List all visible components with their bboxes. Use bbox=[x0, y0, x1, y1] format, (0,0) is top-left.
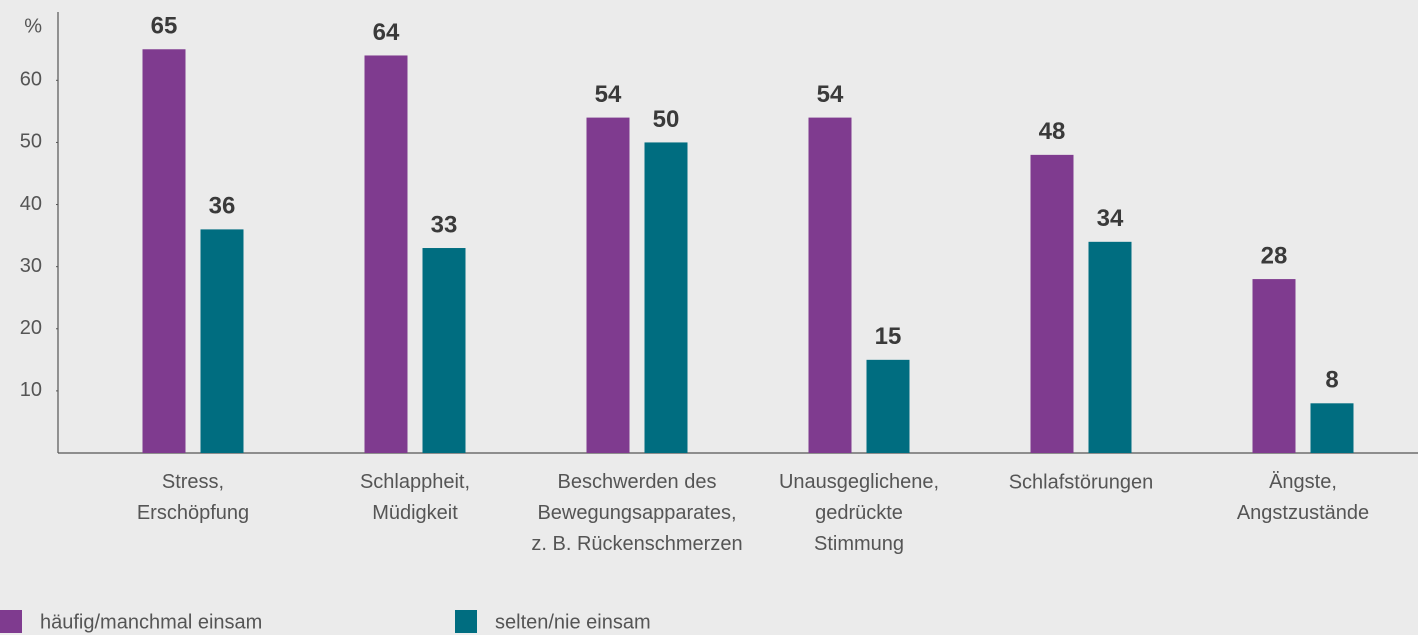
bar bbox=[1030, 154, 1074, 453]
legend-swatch bbox=[455, 610, 477, 633]
x-tick-label: Schlappheit, Müdigkeit bbox=[360, 471, 470, 524]
value-label: 33 bbox=[431, 211, 458, 238]
value-label: 50 bbox=[653, 106, 680, 133]
bar bbox=[808, 117, 852, 453]
x-tick-label: Ängste, Angstzustände bbox=[1237, 471, 1369, 524]
value-label: 64 bbox=[373, 19, 400, 46]
bar bbox=[364, 55, 408, 453]
value-label: 54 bbox=[595, 81, 622, 108]
bar bbox=[866, 359, 910, 453]
y-tick-label: 40 bbox=[20, 193, 42, 215]
legend-swatch bbox=[0, 610, 22, 633]
bar bbox=[422, 248, 466, 453]
value-label: 36 bbox=[209, 193, 236, 220]
bar bbox=[1310, 403, 1354, 453]
y-tick-label: 10 bbox=[20, 379, 42, 401]
y-tick-label: 60 bbox=[20, 69, 42, 91]
legend-label: häufig/manchmal einsam bbox=[40, 611, 262, 633]
bar bbox=[1088, 241, 1132, 453]
bar bbox=[142, 49, 186, 453]
bar bbox=[200, 229, 244, 453]
x-tick-label: Schlafstörungen bbox=[1009, 471, 1154, 493]
value-label: 8 bbox=[1325, 367, 1338, 394]
x-tick-label: Beschwerden des Bewegungsapparates, z. B. … bbox=[531, 471, 742, 555]
value-label: 15 bbox=[875, 323, 902, 350]
y-tick-label: 20 bbox=[20, 317, 42, 339]
value-label: 28 bbox=[1261, 242, 1288, 269]
bar bbox=[644, 142, 688, 453]
bar bbox=[1252, 279, 1296, 453]
legend-label: selten/nie einsam bbox=[495, 611, 651, 633]
y-axis-label: % bbox=[24, 15, 42, 37]
value-label: 34 bbox=[1097, 205, 1124, 232]
bar bbox=[586, 117, 630, 453]
value-label: 65 bbox=[151, 13, 178, 40]
x-tick-label: Unausgeglichene, gedrückte Stimmung bbox=[779, 471, 939, 555]
value-label: 54 bbox=[817, 81, 844, 108]
value-label: 48 bbox=[1039, 118, 1066, 145]
y-tick-label: 30 bbox=[20, 255, 42, 277]
x-tick-label: Stress, Erschöpfung bbox=[137, 471, 249, 524]
y-tick-label: 50 bbox=[20, 131, 42, 153]
